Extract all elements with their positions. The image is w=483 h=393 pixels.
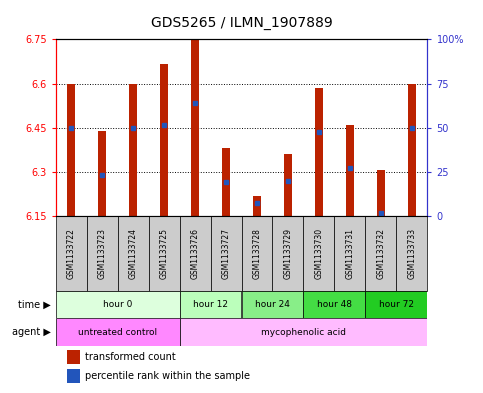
Text: hour 72: hour 72 [379,300,414,309]
Bar [377,171,385,216]
Text: untreated control: untreated control [78,328,157,336]
Text: GSM1133722: GSM1133722 [67,228,75,279]
Bar [408,84,416,216]
Bar [346,125,355,216]
Bar [160,64,169,216]
Text: GSM1133728: GSM1133728 [253,228,261,279]
Text: transformed count: transformed count [85,352,176,362]
Bar [303,291,366,318]
Bar [366,291,427,318]
Bar [67,350,80,364]
Text: GSM1133724: GSM1133724 [128,228,138,279]
Bar [303,216,334,291]
Bar [397,216,427,291]
Bar [117,216,149,291]
Text: GDS5265 / ILMN_1907889: GDS5265 / ILMN_1907889 [151,16,332,30]
Text: GSM1133726: GSM1133726 [190,228,199,279]
Bar [272,216,303,291]
Bar [180,318,427,346]
Bar [242,216,272,291]
Bar [284,154,292,216]
Bar [67,369,80,383]
Bar [67,84,75,216]
Text: agent ▶: agent ▶ [12,327,51,337]
Text: GSM1133723: GSM1133723 [98,228,107,279]
Text: hour 48: hour 48 [317,300,352,309]
Text: GSM1133725: GSM1133725 [159,228,169,279]
Bar [211,216,242,291]
Bar [56,318,180,346]
Text: GSM1133733: GSM1133733 [408,228,416,279]
Bar [253,196,261,216]
Text: hour 0: hour 0 [103,300,132,309]
Bar [128,84,137,216]
Text: GSM1133732: GSM1133732 [376,228,385,279]
Bar [222,149,230,216]
Text: mycophenolic acid: mycophenolic acid [261,328,346,336]
Text: percentile rank within the sample: percentile rank within the sample [85,371,250,382]
Text: hour 12: hour 12 [193,300,228,309]
Bar [180,291,242,318]
Text: GSM1133731: GSM1133731 [345,228,355,279]
Bar [366,216,397,291]
Text: GSM1133727: GSM1133727 [222,228,230,279]
Text: hour 24: hour 24 [255,300,290,309]
Bar [149,216,180,291]
Bar [98,130,106,216]
Text: GSM1133729: GSM1133729 [284,228,293,279]
Bar [334,216,366,291]
Bar [86,216,117,291]
Bar [314,88,323,216]
Bar [56,291,180,318]
Text: GSM1133730: GSM1133730 [314,228,324,279]
Text: time ▶: time ▶ [18,299,51,310]
Bar [242,291,303,318]
Bar [191,39,199,216]
Bar [56,216,86,291]
Bar [180,216,211,291]
